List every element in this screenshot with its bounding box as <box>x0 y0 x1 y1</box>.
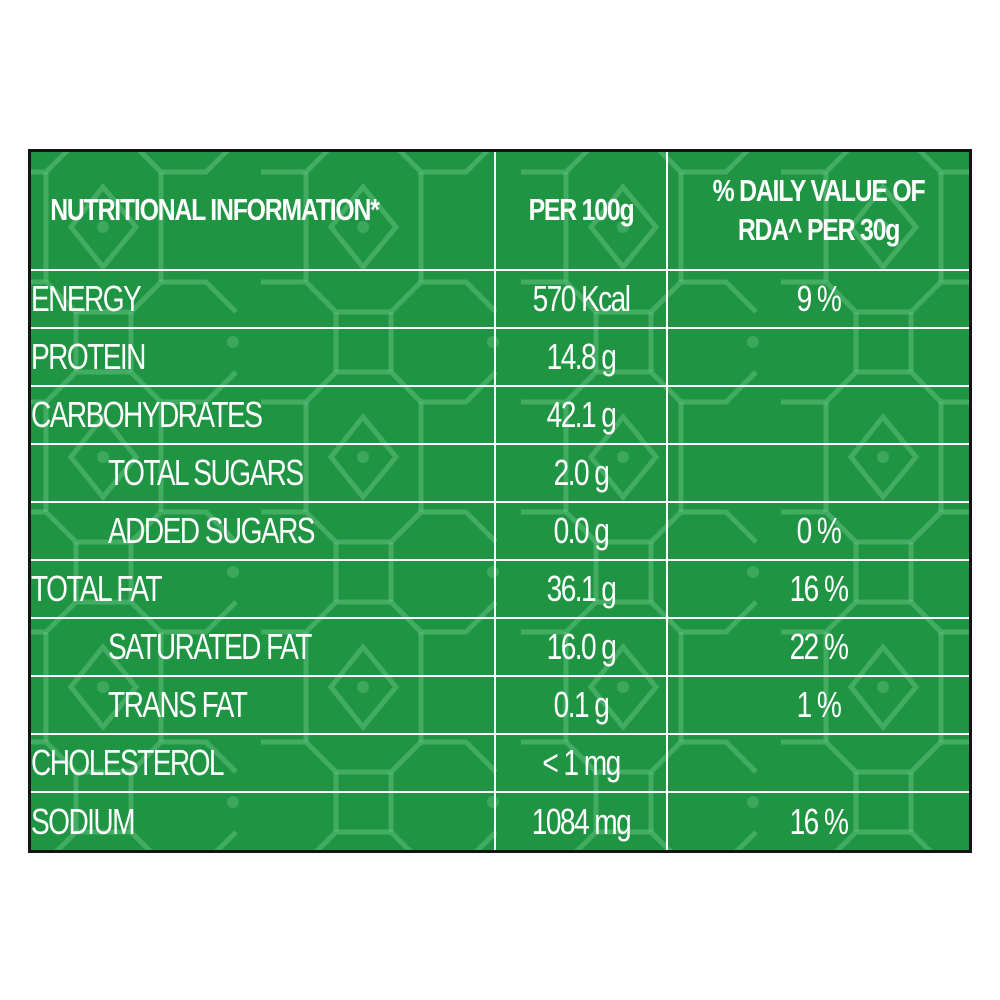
daily-value: 1 % <box>666 675 969 735</box>
daily-value: 16 % <box>666 791 969 850</box>
per-100g-value: 42.1 g <box>494 385 668 445</box>
table-row: TOTAL FAT 36.1 g 16 % <box>31 559 969 619</box>
per-100g-value: 0.1 g <box>494 675 668 735</box>
per-100g-value: 2.0 g <box>494 443 668 503</box>
nutrient-name: PROTEIN <box>31 327 496 387</box>
header-daily-value: % DAILY VALUE OF RDA^ PER 30g <box>666 152 969 271</box>
nutrient-name: TOTAL SUGARS <box>31 443 496 503</box>
table-row: ENERGY 570 Kcal 9 % <box>31 269 969 329</box>
table-row: SATURATED FAT 16.0 g 22 % <box>31 617 969 677</box>
nutrient-name: TOTAL FAT <box>31 559 496 619</box>
nutrient-name: CHOLESTEROL <box>31 733 496 793</box>
nutrient-name: ENERGY <box>31 269 496 329</box>
header-daily-value-line2: RDA^ PER 30g <box>737 211 901 247</box>
per-100g-value: 14.8 g <box>494 327 668 387</box>
table-row: TOTAL SUGARS 2.0 g <box>31 443 969 503</box>
daily-value: 0 % <box>666 501 969 561</box>
per-100g-value: 16.0 g <box>494 617 668 677</box>
table-row: TRANS FAT 0.1 g 1 % <box>31 675 969 735</box>
daily-value: 9 % <box>666 269 969 329</box>
header-daily-value-line1: % DAILY VALUE OF <box>712 172 926 208</box>
daily-value <box>666 385 969 445</box>
daily-value: 22 % <box>666 617 969 677</box>
nutrition-table: NUTRITIONAL INFORMATION* PER 100g % DAIL… <box>31 152 969 850</box>
nutrition-panel: NUTRITIONAL INFORMATION* PER 100g % DAIL… <box>28 149 972 853</box>
daily-value <box>666 327 969 387</box>
daily-value: 16 % <box>666 559 969 619</box>
nutrient-name: ADDED SUGARS <box>31 501 496 561</box>
per-100g-value: 36.1 g <box>494 559 668 619</box>
daily-value <box>666 443 969 503</box>
header-nutrition-info: NUTRITIONAL INFORMATION* <box>31 152 496 271</box>
per-100g-value: 570 Kcal <box>494 269 668 329</box>
nutrient-name: CARBOHYDRATES <box>31 385 496 445</box>
table-row: ADDED SUGARS 0.0 g 0 % <box>31 501 969 561</box>
nutrient-name: SODIUM <box>31 791 496 850</box>
header-row: NUTRITIONAL INFORMATION* PER 100g % DAIL… <box>31 152 969 271</box>
per-100g-value: 0.0 g <box>494 501 668 561</box>
table-row: CHOLESTEROL < 1 mg <box>31 733 969 793</box>
table-row: SODIUM 1084 mg 16 % <box>31 791 969 850</box>
per-100g-value: 1084 mg <box>494 791 668 850</box>
daily-value <box>666 733 969 793</box>
header-per-100g: PER 100g <box>494 152 668 271</box>
table-row: CARBOHYDRATES 42.1 g <box>31 385 969 445</box>
nutrient-name: TRANS FAT <box>31 675 496 735</box>
nutrient-name: SATURATED FAT <box>31 617 496 677</box>
per-100g-value: < 1 mg <box>494 733 668 793</box>
table-row: PROTEIN 14.8 g <box>31 327 969 387</box>
